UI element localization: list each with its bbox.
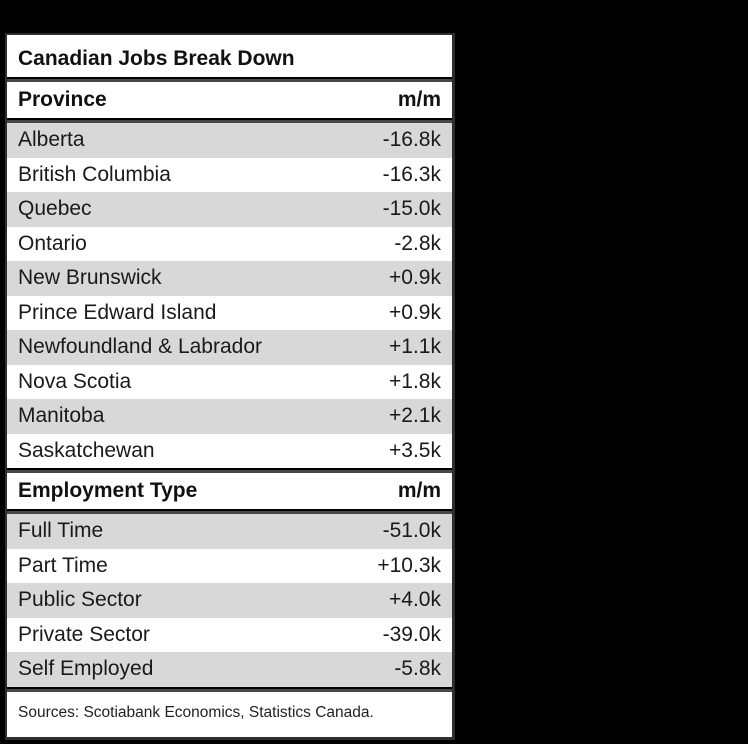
table-row: British Columbia -16.3k — [7, 158, 452, 193]
row-value: +10.3k — [377, 553, 441, 577]
row-label: Quebec — [18, 197, 92, 221]
title-rule — [7, 77, 452, 82]
row-value: +1.8k — [389, 369, 441, 393]
table-row: New Brunswick +0.9k — [7, 261, 452, 296]
table-row: Self Employed -5.8k — [7, 652, 452, 687]
section-header-rule — [7, 118, 452, 123]
row-label: Manitoba — [18, 404, 105, 428]
row-value: -15.0k — [382, 197, 441, 221]
table-row: Newfoundland & Labrador +1.1k — [7, 330, 452, 365]
table-row: Saskatchewan +3.5k — [7, 434, 452, 469]
table-row: Quebec -15.0k — [7, 192, 452, 227]
jobs-table-card: Canadian Jobs Break Down Province m/m Albe… — [5, 33, 455, 740]
table-row: Part Time +10.3k — [7, 549, 452, 584]
row-value: +1.1k — [389, 335, 441, 359]
row-value: +0.9k — [389, 300, 441, 324]
row-value: -51.0k — [382, 519, 441, 543]
row-value: +3.5k — [389, 438, 441, 462]
row-label: Full Time — [18, 519, 104, 543]
table-row: Private Sector -39.0k — [7, 618, 452, 653]
row-label: Part Time — [18, 553, 108, 577]
table-row: Public Sector +4.0k — [7, 583, 452, 618]
row-label: New Brunswick — [18, 266, 162, 290]
row-value: +4.0k — [389, 588, 441, 612]
row-label: Nova Scotia — [18, 369, 132, 393]
table-row: Nova Scotia +1.8k — [7, 365, 452, 400]
table-row: Prince Edward Island +0.9k — [7, 296, 452, 331]
table-row: Alberta -16.8k — [7, 123, 452, 158]
row-label: Newfoundland & Labrador — [18, 335, 263, 359]
table-sections: Province m/m Alberta -16.8k British Columbia… — [7, 82, 452, 687]
row-label: Self Employed — [18, 657, 154, 681]
row-value: -5.8k — [394, 657, 441, 681]
row-value: +2.1k — [389, 404, 441, 428]
row-label: British Columbia — [18, 162, 171, 186]
row-value: +0.9k — [389, 266, 441, 290]
section-header-label: Employment Type — [18, 479, 198, 502]
section-header: Employment Type m/m — [7, 473, 452, 509]
section-header-label: Province — [18, 88, 107, 111]
section-header-value: m/m — [397, 88, 441, 111]
section-header-value: m/m — [397, 479, 441, 502]
section-header-rule — [7, 509, 452, 514]
row-label: Saskatchewan — [18, 438, 155, 462]
row-label: Ontario — [18, 231, 87, 255]
row-value: -39.0k — [382, 622, 441, 646]
table-row: Ontario -2.8k — [7, 227, 452, 262]
row-label: Private Sector — [18, 622, 150, 646]
table-row: Full Time -51.0k — [7, 514, 452, 549]
row-label: Public Sector — [18, 588, 142, 612]
section-header: Province m/m — [7, 82, 452, 118]
table-title: Canadian Jobs Break Down — [18, 47, 295, 70]
row-label: Prince Edward Island — [18, 300, 217, 324]
sources-note: Sources: Scotiabank Economics, Statistic… — [18, 703, 374, 721]
row-value: -16.3k — [382, 162, 441, 186]
table-row: Manitoba +2.1k — [7, 399, 452, 434]
footer-rule — [7, 686, 452, 692]
row-value: -16.8k — [382, 128, 441, 152]
row-label: Alberta — [18, 128, 85, 152]
section-divider-rule — [7, 468, 452, 473]
row-value: -2.8k — [394, 231, 441, 255]
